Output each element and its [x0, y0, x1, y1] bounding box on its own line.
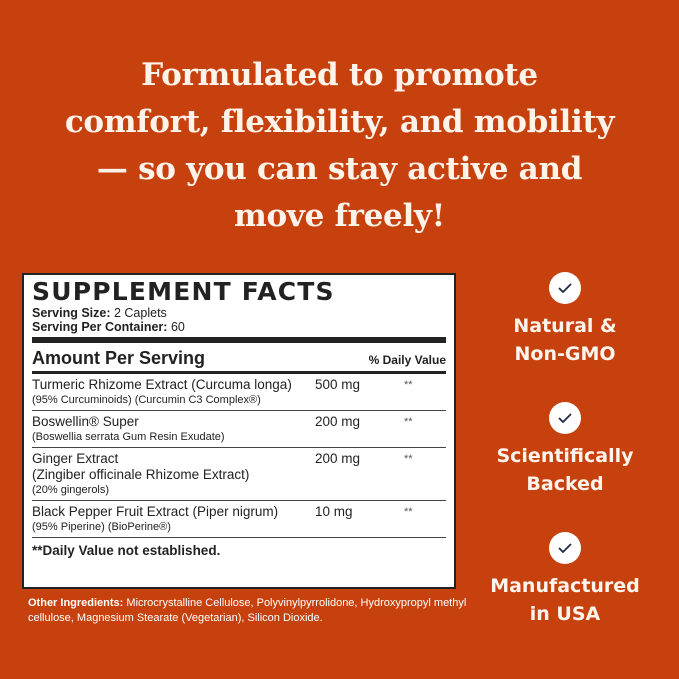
serving-size: Serving Size: 2 Caplets: [32, 306, 167, 320]
divider: [32, 371, 446, 374]
facts-header: Amount Per Serving % Daily Value: [32, 345, 446, 369]
badge-natural: Natural & Non-GMO: [470, 272, 660, 368]
headline-line: comfort, flexibility, and mobility: [64, 104, 615, 140]
check-icon: [549, 272, 581, 304]
ingredient-row: Black Pepper Fruit Extract (Piper nigrum…: [32, 501, 446, 538]
headline-line: Formulated to promote: [141, 57, 538, 93]
headline-line: move freely!: [234, 198, 445, 234]
ingredient-row: Boswellin® Super (Boswellia serrata Gum R…: [32, 411, 446, 448]
headline-line: — so you can stay active and: [96, 151, 583, 187]
ingredient-row: Ginger Extract (Zingiber officinale Rhizo…: [32, 448, 446, 501]
headline: Formulated to promote comfort, flexibili…: [0, 52, 679, 240]
dv-note: **Daily Value not established.: [32, 543, 221, 558]
divider: [32, 337, 446, 343]
ingredient-row: Turmeric Rhizome Extract (Curcuma longa)…: [32, 374, 446, 411]
servings-per-container: Serving Per Container: 60: [32, 320, 185, 334]
amount-header: Amount Per Serving: [32, 348, 206, 368]
supplement-facts-panel: SUPPLEMENT FACTS Serving Size: 2 Caplets…: [22, 273, 456, 589]
check-icon: [549, 402, 581, 434]
other-ingredients: Other Ingredients: Microcrystalline Cell…: [28, 597, 467, 624]
facts-title: SUPPLEMENT FACTS: [32, 277, 335, 306]
badge-usa: Manufactured in USA: [470, 532, 660, 628]
badge-science: Scientifically Backed: [470, 402, 660, 498]
dv-header: % Daily Value: [368, 353, 446, 367]
check-icon: [549, 532, 581, 564]
